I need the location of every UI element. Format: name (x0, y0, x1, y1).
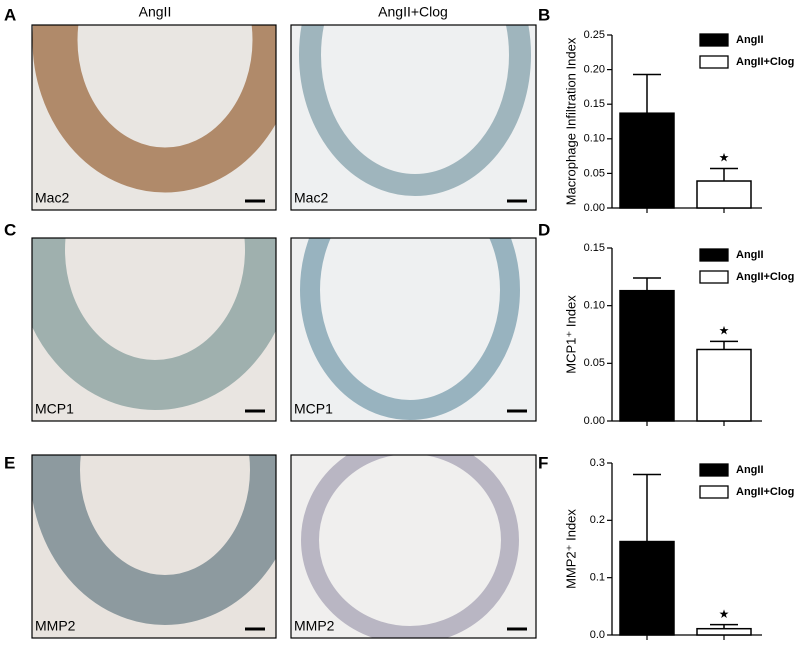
significance-mark: ★ (719, 151, 730, 165)
y-tick-label: 0.10 (584, 300, 605, 312)
bar (696, 627, 752, 636)
image-label: MCP1 (294, 401, 333, 417)
y-tick-label: 0.05 (584, 167, 605, 179)
legend-label: AngII (736, 34, 764, 46)
legend-label: AngII+Clog (736, 56, 794, 68)
bar (696, 348, 752, 422)
y-tick-label: 0.0 (590, 629, 605, 641)
y-axis-label: Macrophage Infiltration Index (563, 37, 578, 205)
significance-mark: ★ (719, 607, 730, 621)
panel-letter: B (538, 5, 550, 24)
y-axis-label: MMP2⁺ Index (563, 509, 578, 589)
image-label: MMP2 (35, 618, 76, 634)
column-title: AngII+Clog (378, 4, 448, 20)
bar (619, 289, 675, 422)
legend-label: AngII+Clog (736, 271, 794, 283)
bar (619, 112, 675, 209)
y-tick-label: 0.00 (584, 202, 605, 214)
panel-letter: E (4, 453, 15, 472)
y-tick-label: 0.20 (584, 64, 605, 76)
image-label: Mac2 (294, 190, 328, 206)
y-tick-label: 0.05 (584, 357, 605, 369)
bar (696, 180, 752, 209)
legend-label: AngII (736, 249, 764, 261)
image-label: MMP2 (294, 618, 335, 634)
y-tick-label: 0.25 (584, 29, 605, 41)
y-axis-label: MCP1⁺ Index (563, 295, 578, 374)
y-tick-label: 0.2 (590, 514, 605, 526)
image-label: Mac2 (35, 190, 69, 206)
micrographs (31, 24, 537, 639)
y-tick-label: 0.00 (584, 415, 605, 427)
bar (619, 540, 675, 636)
panel-letter: A (4, 5, 16, 24)
panel-letter: C (4, 220, 16, 239)
y-tick-label: 0.10 (584, 133, 605, 145)
legend-swatch (699, 463, 729, 477)
significance-mark: ★ (719, 324, 730, 338)
column-title: AngII (139, 4, 172, 20)
panel-letter: F (538, 453, 548, 472)
panel-letter: D (538, 220, 550, 239)
image-label: MCP1 (35, 401, 74, 417)
y-tick-label: 0.1 (590, 572, 605, 584)
legend-swatch (699, 485, 729, 499)
y-tick-label: 0.15 (584, 242, 605, 254)
y-tick-label: 0.3 (590, 457, 605, 469)
legend-swatch (699, 248, 729, 262)
y-tick-label: 0.15 (584, 98, 605, 110)
legend-label: AngII (736, 464, 764, 476)
legend-label: AngII+Clog (736, 486, 794, 498)
legend-swatch (699, 55, 729, 69)
legend-swatch (699, 33, 729, 47)
legend-swatch (699, 270, 729, 284)
